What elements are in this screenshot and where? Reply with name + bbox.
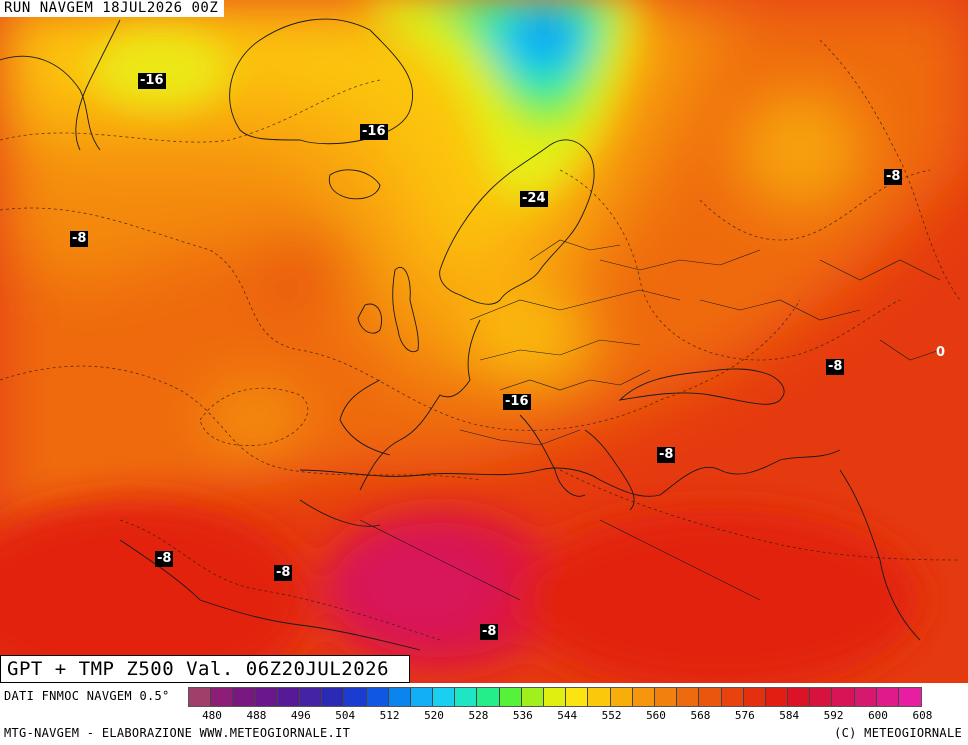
colorbar <box>188 687 923 707</box>
colorbar-tick-label: 536 <box>512 709 533 722</box>
colorbar-swatch <box>544 688 567 706</box>
colorbar-swatch <box>499 688 522 706</box>
colorbar-tick-label: 600 <box>868 709 888 722</box>
colorbar-tick-label: 528 <box>468 709 489 722</box>
temperature-label: -8 <box>70 231 89 247</box>
colorbar-swatch <box>588 688 611 706</box>
colorbar-swatch <box>832 688 855 706</box>
colorbar-swatch <box>299 688 323 706</box>
temperature-label: -8 <box>155 551 174 567</box>
temperature-label: -16 <box>503 394 531 410</box>
colorbar-swatch <box>765 688 789 706</box>
colorbar-swatch <box>721 688 744 706</box>
colorbar-tick-label: 480 <box>202 709 222 722</box>
colorbar-swatch <box>854 688 877 706</box>
colorbar-swatch <box>322 688 345 706</box>
colorbar-tick-label: 520 <box>424 709 444 722</box>
colorbar-swatch <box>743 688 766 706</box>
colorbar-swatch <box>677 688 700 706</box>
colorbar-swatch <box>388 688 411 706</box>
colorbar-swatch <box>699 688 722 706</box>
colorbar-tick-label: 488 <box>246 709 267 722</box>
colorbar-tick-label: 512 <box>379 709 400 722</box>
colorbar-swatch <box>366 688 389 706</box>
map-canvas <box>0 0 968 683</box>
data-source-label: DATI FNMOC NAVGEM 0.5° <box>4 689 170 703</box>
colorbar-swatch <box>521 688 544 706</box>
colorbar-swatch <box>566 688 589 706</box>
weather-map: RUN NAVGEM 18JUL2026 00Z -16 -16 -8 -24 … <box>0 0 968 683</box>
colorbar-tick-label: 560 <box>646 709 666 722</box>
colorbar-swatch <box>455 688 478 706</box>
temperature-label: -8 <box>884 169 903 185</box>
colorbar-swatch <box>344 688 367 706</box>
temperature-label: -8 <box>480 624 499 640</box>
colorbar-swatch <box>610 688 633 706</box>
temperature-label: 0 <box>936 345 946 360</box>
temperature-label: -8 <box>657 447 676 463</box>
run-title: RUN NAVGEM 18JUL2026 00Z <box>0 0 225 17</box>
colorbar-swatch <box>277 688 300 706</box>
colorbar-swatch <box>433 688 456 706</box>
colorbar-swatch <box>899 688 922 706</box>
colorbar-swatch <box>876 688 899 706</box>
colorbar-swatch <box>211 688 234 706</box>
colorbar-swatch <box>410 688 434 706</box>
colorbar-tick-label: 576 <box>734 709 755 722</box>
colorbar-swatch <box>477 688 500 706</box>
colorbar-tick-label: 504 <box>335 709 356 722</box>
trough-core <box>90 0 640 200</box>
ridge-core <box>0 500 920 683</box>
colorbar-tick-label: 592 <box>823 709 844 722</box>
colorbar-tick-label: 496 <box>290 709 311 722</box>
coastlines <box>0 18 921 651</box>
legend-panel: DATI FNMOC NAVGEM 0.5° 480 488 496 504 512 52… <box>0 683 968 745</box>
colorbar-ticks: 480 488 496 504 512 520 528 536 544 552 560 568 576 5… <box>0 709 968 723</box>
colorbar-swatch <box>654 688 678 706</box>
colorbar-tick-label: 608 <box>912 709 933 722</box>
colorbar-swatch <box>632 688 655 706</box>
colorbar-swatch <box>233 688 256 706</box>
footer-copyright: (C) METEOGIORNALE <box>834 726 962 740</box>
temperature-label: -8 <box>826 359 845 375</box>
temperature-label: -24 <box>520 191 548 207</box>
colorbar-tick-label: 552 <box>601 709 622 722</box>
temperature-label: -16 <box>138 73 166 89</box>
colorbar-tick-label: 584 <box>779 709 800 722</box>
colorbar-swatch <box>788 688 811 706</box>
colorbar-swatch <box>189 688 212 706</box>
temperature-label: -16 <box>360 124 388 140</box>
colorbar-swatch <box>810 688 833 706</box>
validity-title: GPT + TMP Z500 Val. 06Z20JUL2026 <box>0 655 410 683</box>
colorbar-tick-label: 544 <box>557 709 578 722</box>
colorbar-swatch <box>255 688 278 706</box>
country-borders <box>359 239 941 601</box>
footer-credits: MTG-NAVGEM - ELABORAZIONE WWW.METEOGIORN… <box>4 726 351 740</box>
colorbar-tick-label: 568 <box>690 709 711 722</box>
temperature-label: -8 <box>274 565 293 581</box>
